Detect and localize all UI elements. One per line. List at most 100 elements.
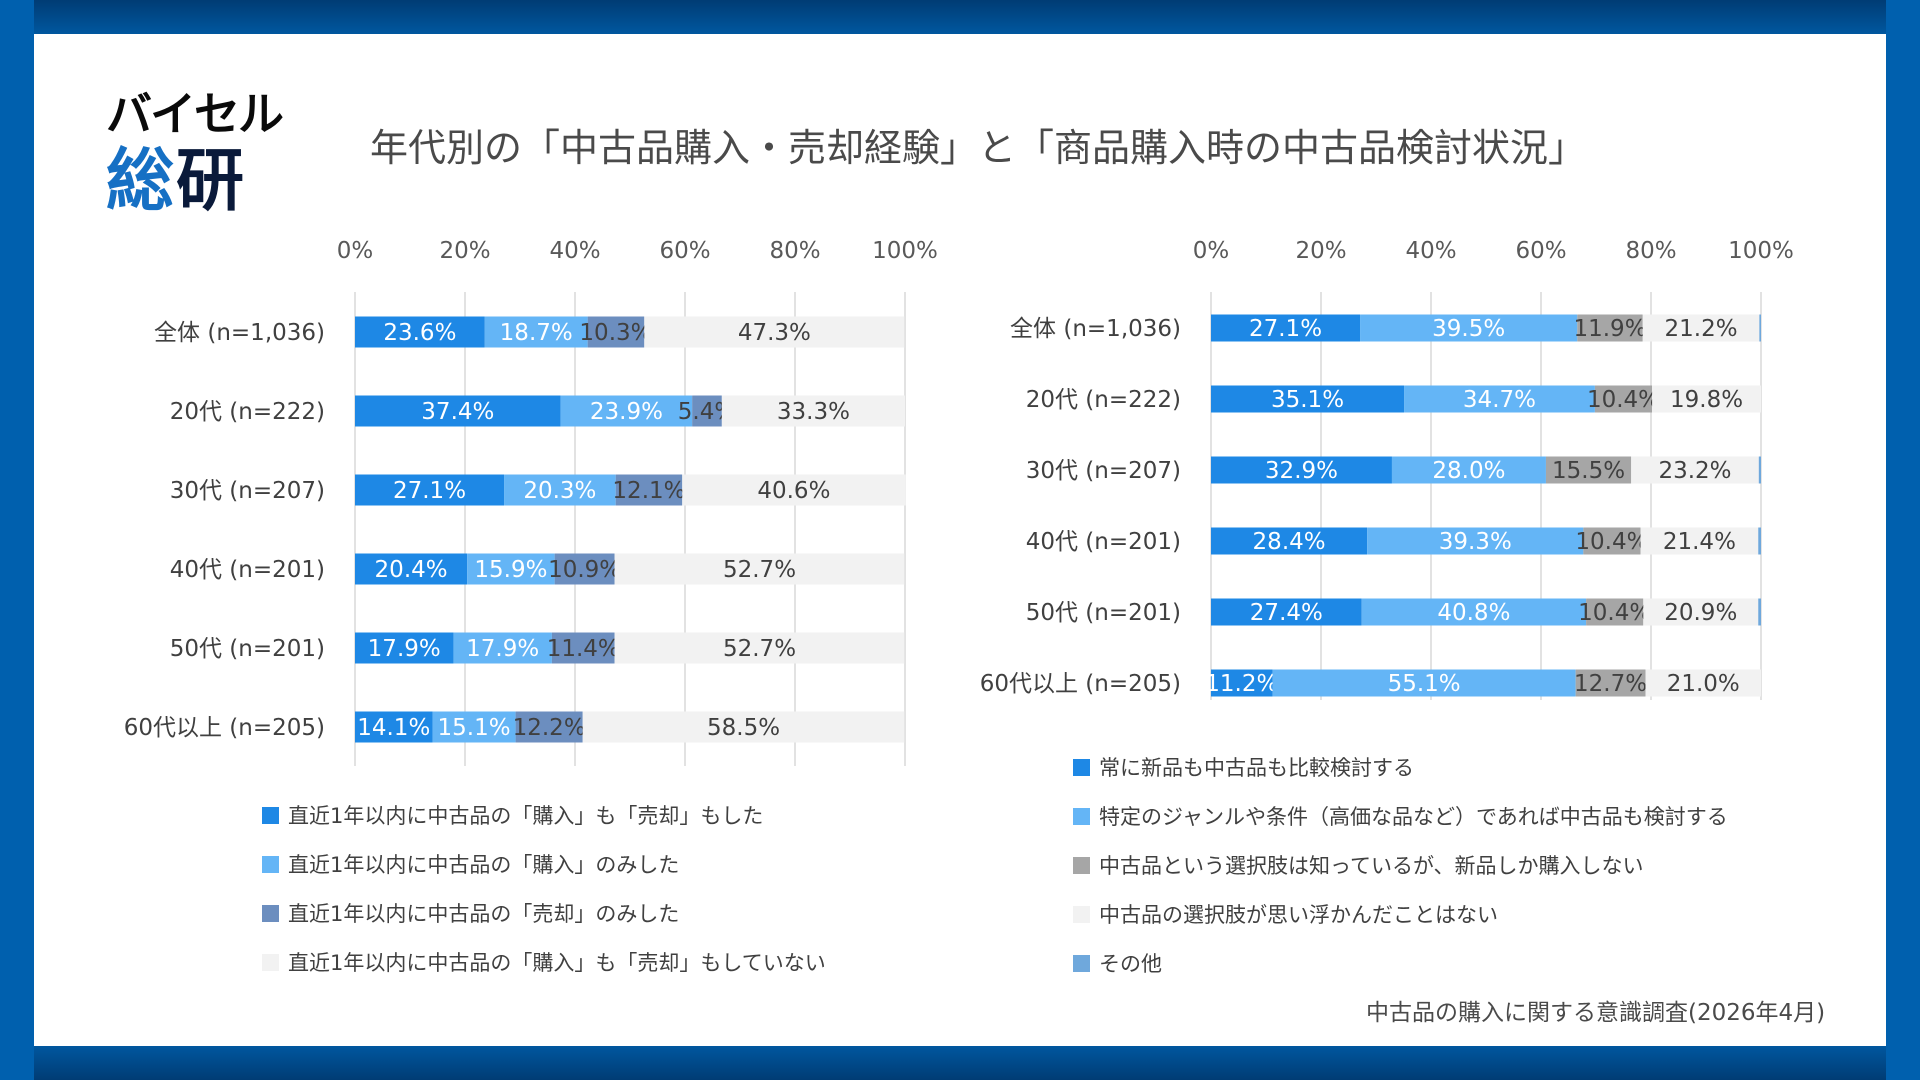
bar-segment	[1391, 456, 1546, 484]
category-label: 全体 (n=1,036)	[154, 320, 325, 346]
bar-segment	[1642, 314, 1760, 342]
legend-swatch	[1073, 954, 1090, 972]
bar-segment	[1758, 527, 1761, 555]
footnote: 中古品の購入に関する意識調査(2026年4月)	[1366, 1000, 1826, 1026]
legend-item: 直近1年以内に中古品の「購入」も「売却」もしていない	[262, 947, 826, 977]
bar-segment	[1640, 527, 1759, 555]
x-tick-label: 100%	[1728, 238, 1794, 264]
data-label: 10.3%	[579, 320, 652, 346]
bar-segment	[1211, 527, 1368, 555]
legend-label: 直近1年以内に中古品の「購入」のみした	[288, 853, 680, 877]
category-label: 40代 (n=201)	[1026, 529, 1181, 555]
legend-swatch	[262, 806, 279, 824]
x-tick-label: 0%	[1193, 238, 1230, 264]
data-label: 17.9%	[466, 636, 539, 662]
legend-item: その他	[1073, 948, 1162, 978]
bar-segment	[721, 395, 905, 427]
bar-segment	[615, 474, 683, 506]
data-label: 11.2%	[1205, 671, 1278, 697]
x-tick-label: 60%	[1515, 238, 1566, 264]
x-tick-label: 0%	[337, 238, 374, 264]
legend-label: 直近1年以内に中古品の「購入」も「売却」もした	[288, 804, 764, 828]
data-label: 15.1%	[438, 715, 511, 741]
x-tick-label: 80%	[769, 238, 820, 264]
category-label: 60代以上 (n=205)	[980, 671, 1181, 697]
bar-segment	[614, 553, 905, 585]
bar-segment	[1594, 385, 1653, 413]
bar-segment	[560, 395, 693, 427]
bar-segment	[453, 632, 552, 664]
data-label: 21.4%	[1663, 529, 1736, 555]
x-tick-label: 60%	[659, 238, 710, 264]
bar-segment	[355, 395, 561, 427]
data-label: 10.4%	[1587, 387, 1660, 413]
bar-segment	[467, 553, 555, 585]
frame-bottom	[0, 1046, 1920, 1080]
legend-swatch	[1073, 758, 1090, 776]
x-tick-label: 40%	[549, 238, 600, 264]
data-label: 12.1%	[612, 478, 685, 504]
data-label: 20.3%	[523, 478, 596, 504]
bar-segment	[1272, 669, 1576, 697]
legend-label: 中古品の選択肢が思い浮かんだことはない	[1099, 903, 1498, 927]
legend-label: 直近1年以内に中古品の「売却」のみした	[288, 902, 680, 926]
data-label: 39.3%	[1439, 529, 1512, 555]
data-label: 10.4%	[1575, 529, 1648, 555]
bar-segment	[432, 711, 516, 743]
category-label: 30代 (n=207)	[170, 478, 325, 504]
legend-item: 常に新品も中古品も比較検討する	[1073, 752, 1414, 782]
legend-swatch	[262, 855, 279, 873]
data-label: 20.4%	[375, 557, 448, 583]
data-label: 34.7%	[1463, 387, 1536, 413]
bar-segment	[682, 474, 906, 506]
category-label: 20代 (n=222)	[170, 399, 325, 425]
data-label: 27.1%	[393, 478, 466, 504]
x-tick-label: 40%	[1405, 238, 1456, 264]
bar-segment	[1360, 314, 1578, 342]
category-label: 40代 (n=201)	[170, 557, 325, 583]
data-label: 27.4%	[1250, 600, 1323, 626]
bar-segment	[1211, 314, 1361, 342]
bar-segment	[644, 316, 905, 348]
category-label: 50代 (n=201)	[1026, 600, 1181, 626]
bar-segment	[1211, 456, 1392, 484]
bar-segment	[554, 553, 615, 585]
bar-segment	[1211, 385, 1405, 413]
bar-segment	[1586, 598, 1644, 626]
data-label: 35.1%	[1271, 387, 1344, 413]
legend-swatch	[262, 904, 279, 922]
bar-segment	[484, 316, 588, 348]
logo-line2b: 研	[176, 142, 247, 221]
bar-segment	[587, 316, 645, 348]
bar-segment	[1404, 385, 1595, 413]
bar-segment	[504, 474, 616, 506]
legend-label: 中古品という選択肢は知っているが、新品しか購入しない	[1099, 854, 1644, 878]
legend-swatch	[1073, 856, 1090, 874]
brand-logo: バイセル 総研	[106, 88, 286, 228]
x-tick-label: 20%	[1295, 238, 1346, 264]
data-label: 47.3%	[738, 320, 811, 346]
legend-item: 直近1年以内に中古品の「購入」も「売却」もした	[262, 800, 763, 830]
bar-segment	[1361, 598, 1587, 626]
data-label: 12.7%	[1574, 671, 1647, 697]
legend-item: 直近1年以内に中古品の「購入」のみした	[262, 849, 679, 879]
data-label: 40.8%	[1437, 600, 1510, 626]
data-label: 18.7%	[500, 320, 573, 346]
data-label: 58.5%	[707, 715, 780, 741]
data-label: 27.1%	[1249, 316, 1322, 342]
bar-segment	[515, 711, 583, 743]
data-label: 39.5%	[1432, 316, 1505, 342]
legend-item: 中古品の選択肢が思い浮かんだことはない	[1073, 899, 1498, 929]
data-label: 14.1%	[357, 715, 430, 741]
bar-segment	[1631, 456, 1759, 484]
legend-label: 常に新品も中古品も比較検討する	[1099, 756, 1414, 780]
logo-line1: バイセル	[106, 87, 284, 141]
bar-segment	[355, 632, 454, 664]
data-label: 15.9%	[474, 557, 547, 583]
data-label: 23.2%	[1658, 458, 1731, 484]
bar-segment	[1575, 669, 1646, 697]
category-label: 20代 (n=222)	[1026, 387, 1181, 413]
data-label: 23.9%	[590, 399, 663, 425]
data-label: 23.6%	[383, 320, 456, 346]
legend-label: 直近1年以内に中古品の「購入」も「売却」もしていない	[288, 951, 826, 975]
